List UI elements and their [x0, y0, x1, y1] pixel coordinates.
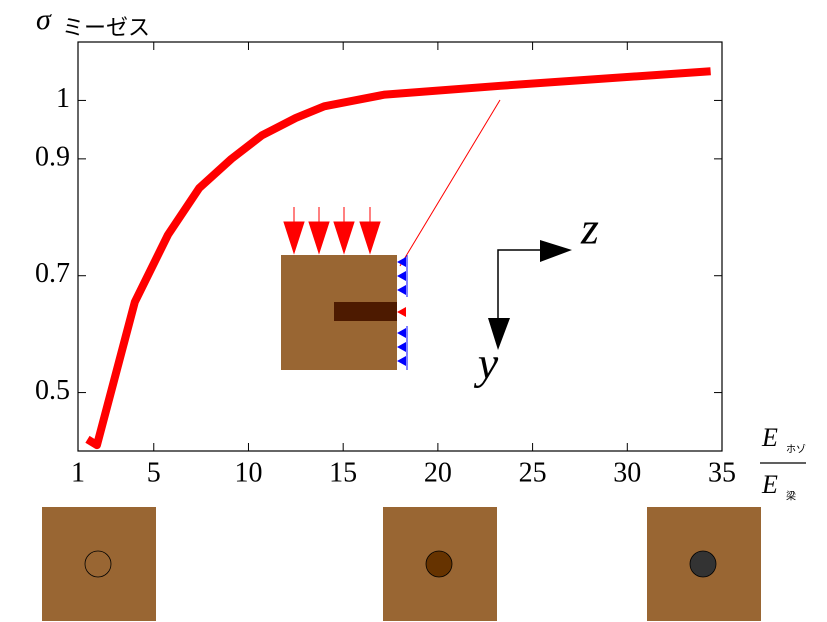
hole: [690, 551, 716, 577]
y-tick-label: 0.9: [35, 141, 70, 172]
y-axis-label: y: [474, 338, 499, 389]
x-label-numerator-sub: ホゾ: [786, 443, 806, 455]
x-label-denominator: E: [761, 470, 778, 499]
x-tick-label: 20: [424, 457, 452, 488]
x-tick-label: 5: [147, 457, 161, 488]
page: {"chart_data": {"type": "line", "ylabel_…: [0, 0, 827, 622]
cross-sections: [42, 507, 761, 621]
y-label-subscript: ミーゼス: [62, 15, 150, 40]
x-label-numerator: E: [761, 423, 778, 452]
x-tick-label: 1: [71, 457, 85, 488]
data-line: [87, 71, 710, 445]
x-tick-label: 25: [519, 457, 547, 488]
hole: [85, 551, 111, 577]
beam-diagram: z y: [281, 100, 599, 389]
tenon-support: [397, 307, 406, 317]
x-tick-label: 35: [708, 457, 736, 488]
y-tick-label: 1: [56, 83, 70, 114]
z-arrowhead: [540, 240, 572, 262]
y-tick-label: 0.7: [35, 258, 70, 289]
y-tick-label: 0.5: [35, 375, 70, 406]
x-label-denominator-sub: 梁: [786, 489, 796, 502]
tenon: [334, 302, 397, 321]
load-arrows: [284, 207, 380, 253]
leader-line: [400, 100, 500, 266]
y-label-symbol: σ: [36, 3, 52, 36]
hole: [426, 551, 452, 577]
z-axis-label: z: [580, 203, 599, 254]
x-tick-label: 10: [234, 457, 262, 488]
lines: [87, 71, 710, 445]
axes-arrows: [498, 250, 540, 320]
x-tick-label: 15: [329, 457, 357, 488]
chart: 151015202530350.50.70.91 σ ミーゼス E ホゾ E 梁…: [0, 0, 827, 622]
x-tick-label: 30: [613, 457, 641, 488]
plot-frame: [78, 42, 722, 451]
